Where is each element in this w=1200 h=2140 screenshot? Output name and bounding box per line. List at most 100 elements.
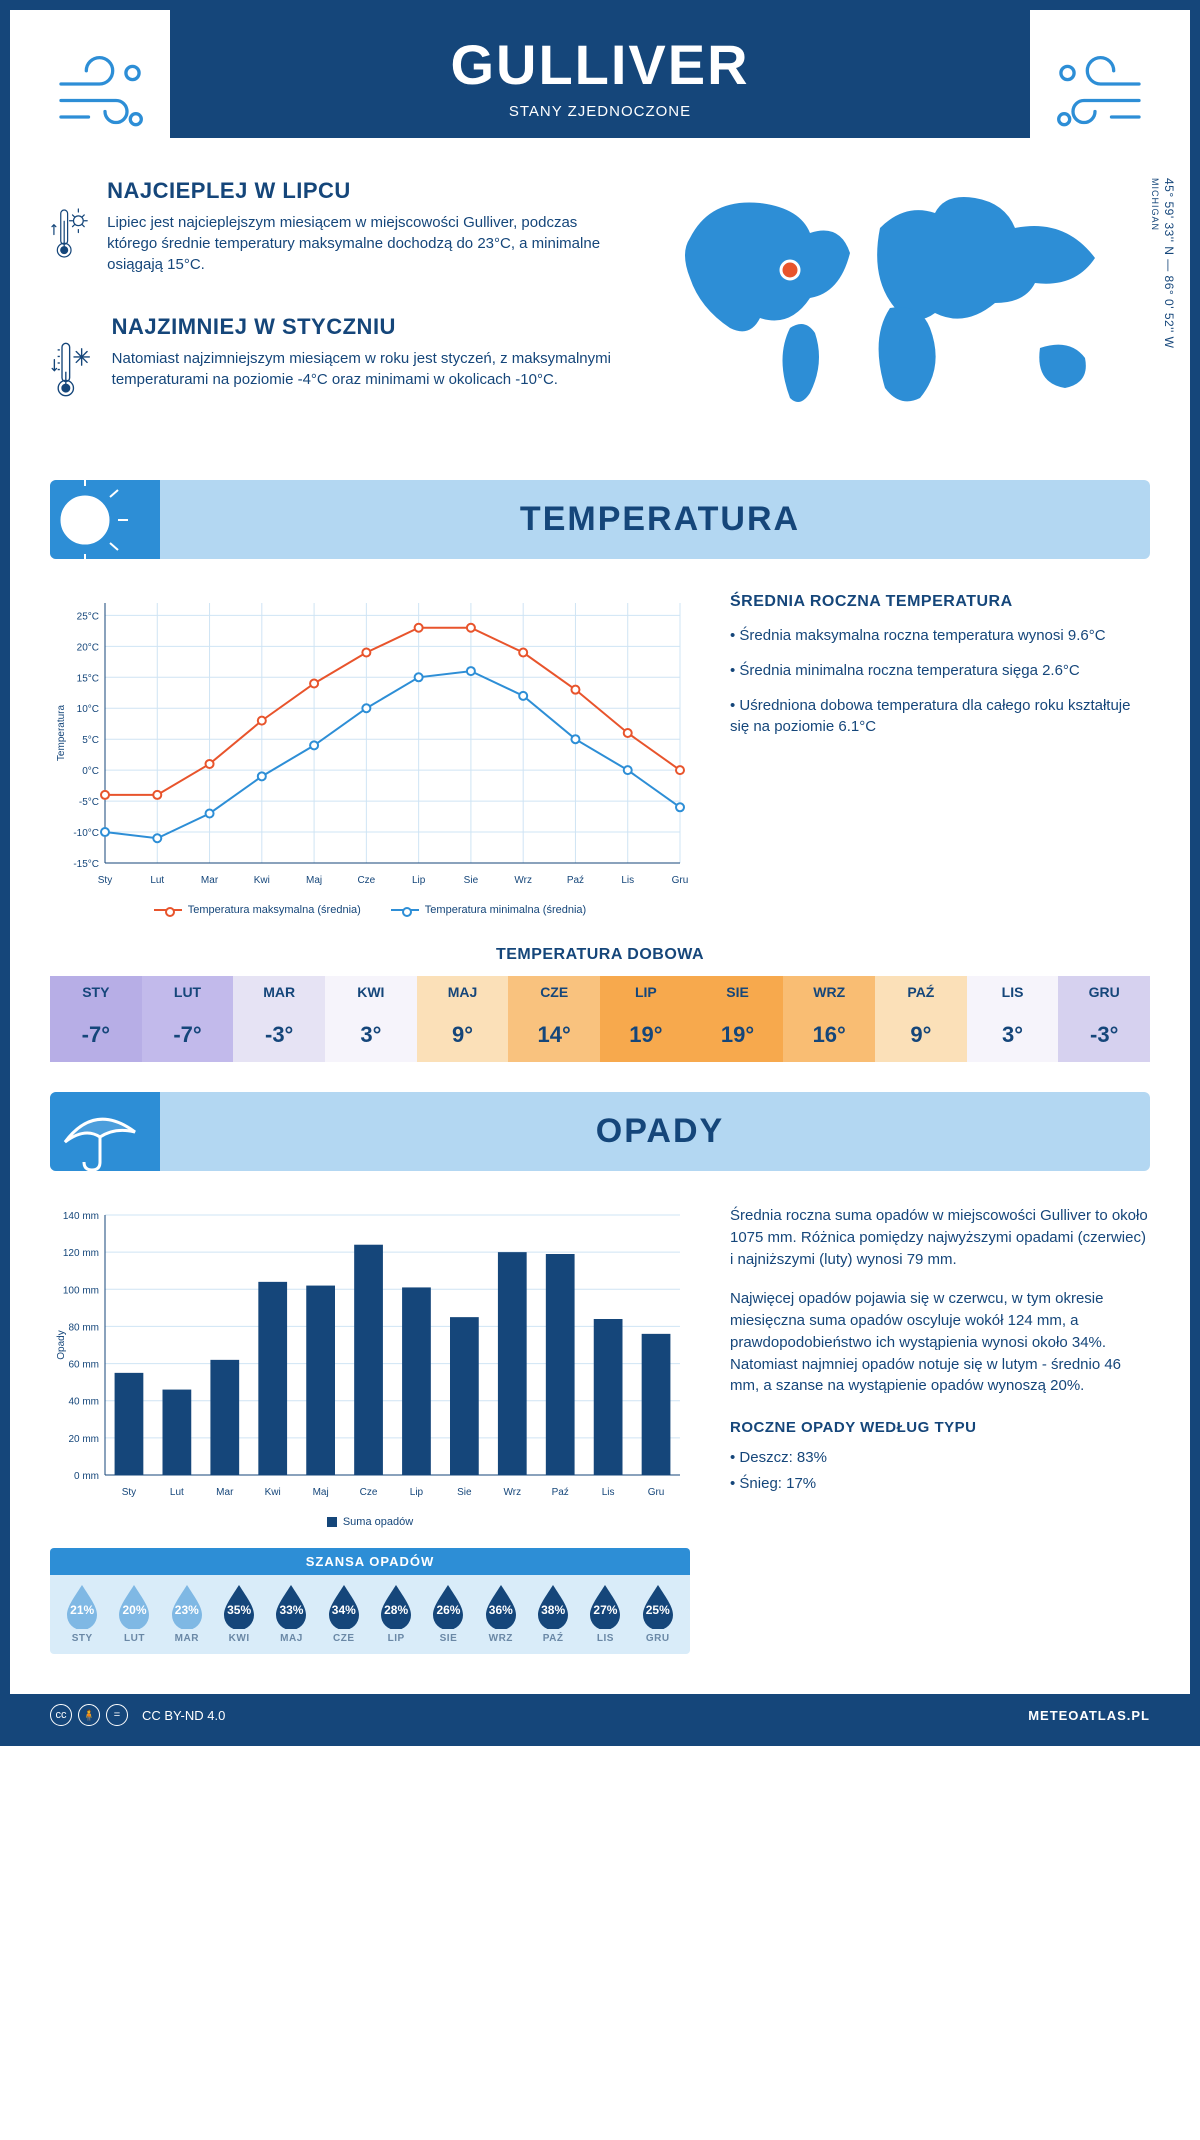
- raindrop-icon: 28%: [377, 1583, 415, 1629]
- daily-value: -3°: [1058, 1008, 1150, 1062]
- precip-type-item: • Śnieg: 17%: [730, 1473, 1150, 1495]
- svg-text:Temperatura: Temperatura: [56, 704, 67, 761]
- precip-legend: Suma opadów: [343, 1516, 413, 1528]
- svg-text:15°C: 15°C: [77, 673, 99, 684]
- raindrop-icon: 21%: [63, 1583, 101, 1629]
- daily-value: 3°: [967, 1008, 1059, 1062]
- svg-text:Sie: Sie: [457, 1487, 472, 1498]
- svg-text:80 mm: 80 mm: [68, 1322, 99, 1333]
- umbrella-icon: [50, 1092, 160, 1171]
- license-block: cc 🧍 = CC BY-ND 4.0: [50, 1704, 225, 1726]
- svg-text:Maj: Maj: [313, 1487, 329, 1498]
- svg-text:140 mm: 140 mm: [63, 1211, 99, 1222]
- state-label: MICHIGAN: [1150, 178, 1160, 231]
- svg-text:60 mm: 60 mm: [68, 1360, 99, 1371]
- chance-month: PAŹ: [527, 1633, 579, 1644]
- svg-text:Lut: Lut: [170, 1487, 184, 1498]
- thermometer-cold-icon: [50, 314, 94, 424]
- daily-value: 3°: [325, 1008, 417, 1062]
- chance-item: 26%SIE: [422, 1583, 474, 1644]
- license-text: CC BY-ND 4.0: [142, 1708, 225, 1723]
- chance-item: 36%WRZ: [475, 1583, 527, 1644]
- svg-text:20 mm: 20 mm: [68, 1434, 99, 1445]
- svg-text:Mar: Mar: [216, 1487, 234, 1498]
- daily-col: CZE14°: [508, 976, 600, 1062]
- svg-text:Wrz: Wrz: [514, 875, 532, 886]
- daily-col: MAR-3°: [233, 976, 325, 1062]
- daily-temp-title: TEMPERATURA DOBOWA: [50, 946, 1150, 964]
- precip-p1: Średnia roczna suma opadów w miejscowośc…: [730, 1205, 1150, 1270]
- svg-text:-5°C: -5°C: [79, 797, 99, 808]
- precip-type-title: ROCZNE OPADY WEDŁUG TYPU: [730, 1417, 1150, 1439]
- svg-text:-15°C: -15°C: [73, 859, 99, 870]
- svg-text:5°C: 5°C: [82, 735, 99, 746]
- svg-text:Paź: Paź: [552, 1487, 569, 1498]
- sun-icon: [50, 480, 160, 559]
- infographic-frame: GULLIVER STANY ZJEDNOCZONE NAJCIEPLEJ W …: [0, 0, 1200, 1746]
- daily-col: MAJ9°: [417, 976, 509, 1062]
- precip-p2: Najwięcej opadów pojawia się w czerwcu, …: [730, 1288, 1150, 1397]
- nd-icon: =: [106, 1704, 128, 1726]
- svg-text:0°C: 0°C: [82, 766, 99, 777]
- svg-text:Kwi: Kwi: [265, 1487, 281, 1498]
- svg-text:Lip: Lip: [410, 1487, 424, 1498]
- daily-month: WRZ: [783, 976, 875, 1008]
- chance-month: SIE: [422, 1633, 474, 1644]
- raindrop-icon: 34%: [325, 1583, 363, 1629]
- chance-month: GRU: [632, 1633, 684, 1644]
- chance-item: 34% CZE: [318, 1583, 370, 1644]
- svg-text:Gru: Gru: [672, 875, 689, 886]
- chance-month: MAJ: [265, 1633, 317, 1644]
- chance-month: MAR: [161, 1633, 213, 1644]
- svg-text:Lut: Lut: [150, 875, 164, 886]
- daily-col: GRU-3°: [1058, 976, 1150, 1062]
- svg-text:100 mm: 100 mm: [63, 1285, 99, 1296]
- precip-bar-chart: 0 mm20 mm40 mm60 mm80 mm100 mm120 mm140 …: [50, 1205, 690, 1528]
- daily-value: -7°: [50, 1008, 142, 1062]
- chance-month: LUT: [108, 1633, 160, 1644]
- daily-month: PAŹ: [875, 976, 967, 1008]
- raindrop-icon: 35%: [220, 1583, 258, 1629]
- svg-text:120 mm: 120 mm: [63, 1248, 99, 1259]
- stats-item: Uśredniona dobowa temperatura dla całego…: [730, 695, 1150, 737]
- svg-text:Sie: Sie: [464, 875, 479, 886]
- chance-item: 38%PAŹ: [527, 1583, 579, 1644]
- chance-item: 25% GRU: [632, 1583, 684, 1644]
- daily-value: 19°: [600, 1008, 692, 1062]
- svg-text:Gru: Gru: [648, 1487, 665, 1498]
- coldest-title: NAJZIMNIEJ W STYCZNIU: [112, 314, 630, 340]
- cc-icon: cc: [50, 1704, 72, 1726]
- wind-icon-right: [1040, 40, 1150, 150]
- raindrop-icon: 20%: [115, 1583, 153, 1629]
- stats-item: Średnia minimalna roczna temperatura się…: [730, 660, 1150, 681]
- daily-value: 9°: [417, 1008, 509, 1062]
- thermometer-hot-icon: [50, 178, 89, 288]
- svg-text:Lis: Lis: [602, 1487, 615, 1498]
- chance-item: 20% LUT: [108, 1583, 160, 1644]
- daily-value: 19°: [692, 1008, 784, 1062]
- chance-month: KWI: [213, 1633, 265, 1644]
- svg-text:Wrz: Wrz: [503, 1487, 521, 1498]
- daily-value: -7°: [142, 1008, 234, 1062]
- daily-col: WRZ16°: [783, 976, 875, 1062]
- coldest-block: NAJZIMNIEJ W STYCZNIU Natomiast najzimni…: [50, 314, 630, 424]
- raindrop-icon: 36%: [482, 1583, 520, 1629]
- raindrop-icon: 25%: [639, 1583, 677, 1629]
- daily-col: LIS3°: [967, 976, 1059, 1062]
- svg-text:10°C: 10°C: [77, 704, 99, 715]
- chance-month: CZE: [318, 1633, 370, 1644]
- precip-type-item: • Deszcz: 83%: [730, 1447, 1150, 1469]
- footer: cc 🧍 = CC BY-ND 4.0 METEOATLAS.PL: [10, 1694, 1190, 1736]
- hottest-title: NAJCIEPLEJ W LIPCU: [107, 178, 630, 204]
- coldest-text: Natomiast najzimniejszym miesiącem w rok…: [112, 348, 630, 390]
- header-banner: GULLIVER STANY ZJEDNOCZONE: [170, 10, 1030, 138]
- daily-col: LIP19°: [600, 976, 692, 1062]
- daily-month: STY: [50, 976, 142, 1008]
- hottest-block: NAJCIEPLEJ W LIPCU Lipiec jest najcieple…: [50, 178, 630, 288]
- svg-text:Opady: Opady: [56, 1330, 67, 1359]
- daily-month: LIS: [967, 976, 1059, 1008]
- by-icon: 🧍: [78, 1704, 100, 1726]
- svg-text:-10°C: -10°C: [73, 828, 99, 839]
- chance-title: SZANSA OPADÓW: [50, 1548, 690, 1575]
- chance-item: 27%LIS: [579, 1583, 631, 1644]
